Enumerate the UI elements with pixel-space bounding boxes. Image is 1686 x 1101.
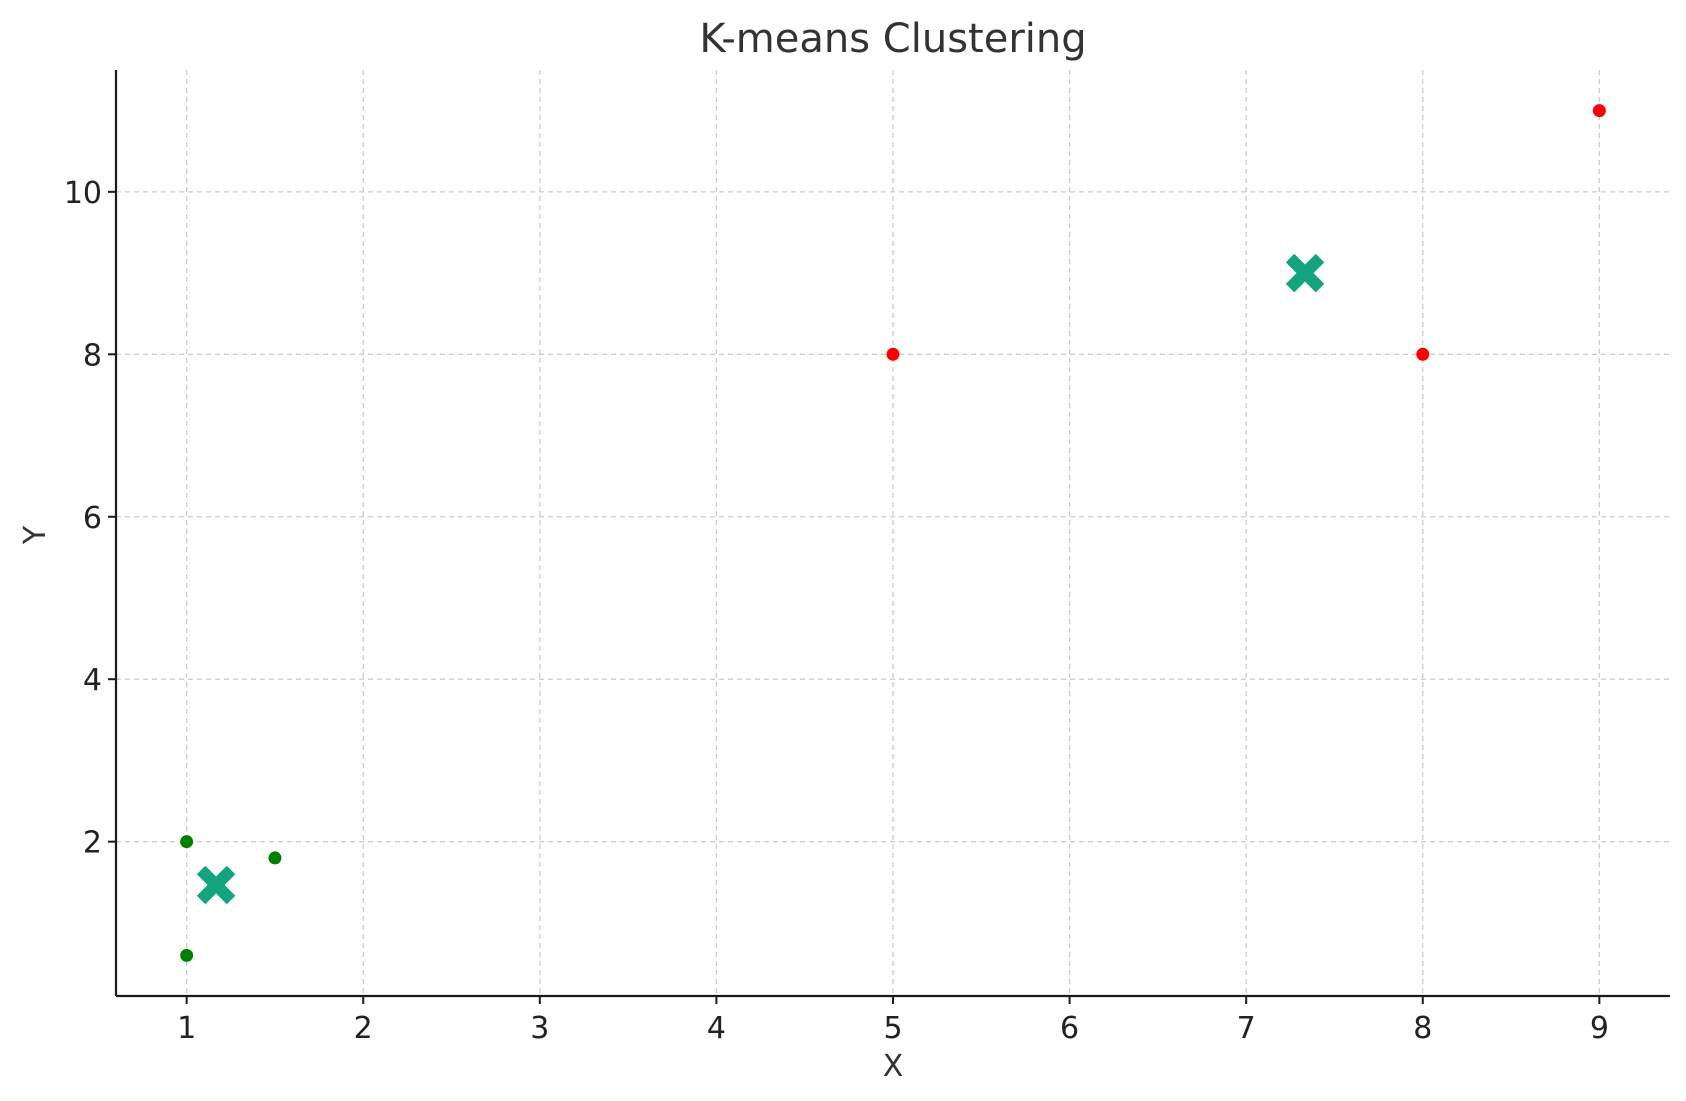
y-tick-label: 2 xyxy=(83,826,102,861)
x-tick-label: 8 xyxy=(1413,1011,1432,1046)
x-tick-label: 6 xyxy=(1060,1011,1079,1046)
y-tick-label: 10 xyxy=(64,176,102,211)
axes xyxy=(108,70,1670,1004)
data-point xyxy=(1592,104,1606,118)
y-tick-label: 8 xyxy=(83,338,102,373)
x-tick-label: 1 xyxy=(177,1011,196,1046)
data-point xyxy=(886,347,900,361)
data-point xyxy=(1416,347,1430,361)
y-tick-labels: 2 4 6 8 10 xyxy=(64,176,102,861)
data-point xyxy=(180,948,194,962)
centroid-marker xyxy=(1285,253,1325,293)
x-tick-label: 7 xyxy=(1237,1011,1256,1046)
chart-title: K-means Clustering xyxy=(699,16,1086,62)
x-tick-label: 3 xyxy=(530,1011,549,1046)
data-point xyxy=(180,835,194,849)
x-tick-label: 9 xyxy=(1590,1011,1609,1046)
data-point xyxy=(268,851,282,865)
x-tick-label: 2 xyxy=(354,1011,373,1046)
centroid-marker xyxy=(196,865,236,905)
y-tick-label: 4 xyxy=(83,663,102,698)
x-tick-label: 4 xyxy=(707,1011,726,1046)
x-tick-label: 5 xyxy=(883,1011,902,1046)
y-tick-label: 6 xyxy=(83,501,102,536)
y-axis-label: Y xyxy=(18,525,53,545)
x-axis-label: X xyxy=(883,1049,904,1084)
gridlines xyxy=(116,70,1670,996)
x-tick-labels: 1 2 3 4 5 6 7 8 9 xyxy=(177,1011,1609,1046)
data-points xyxy=(180,104,1606,962)
